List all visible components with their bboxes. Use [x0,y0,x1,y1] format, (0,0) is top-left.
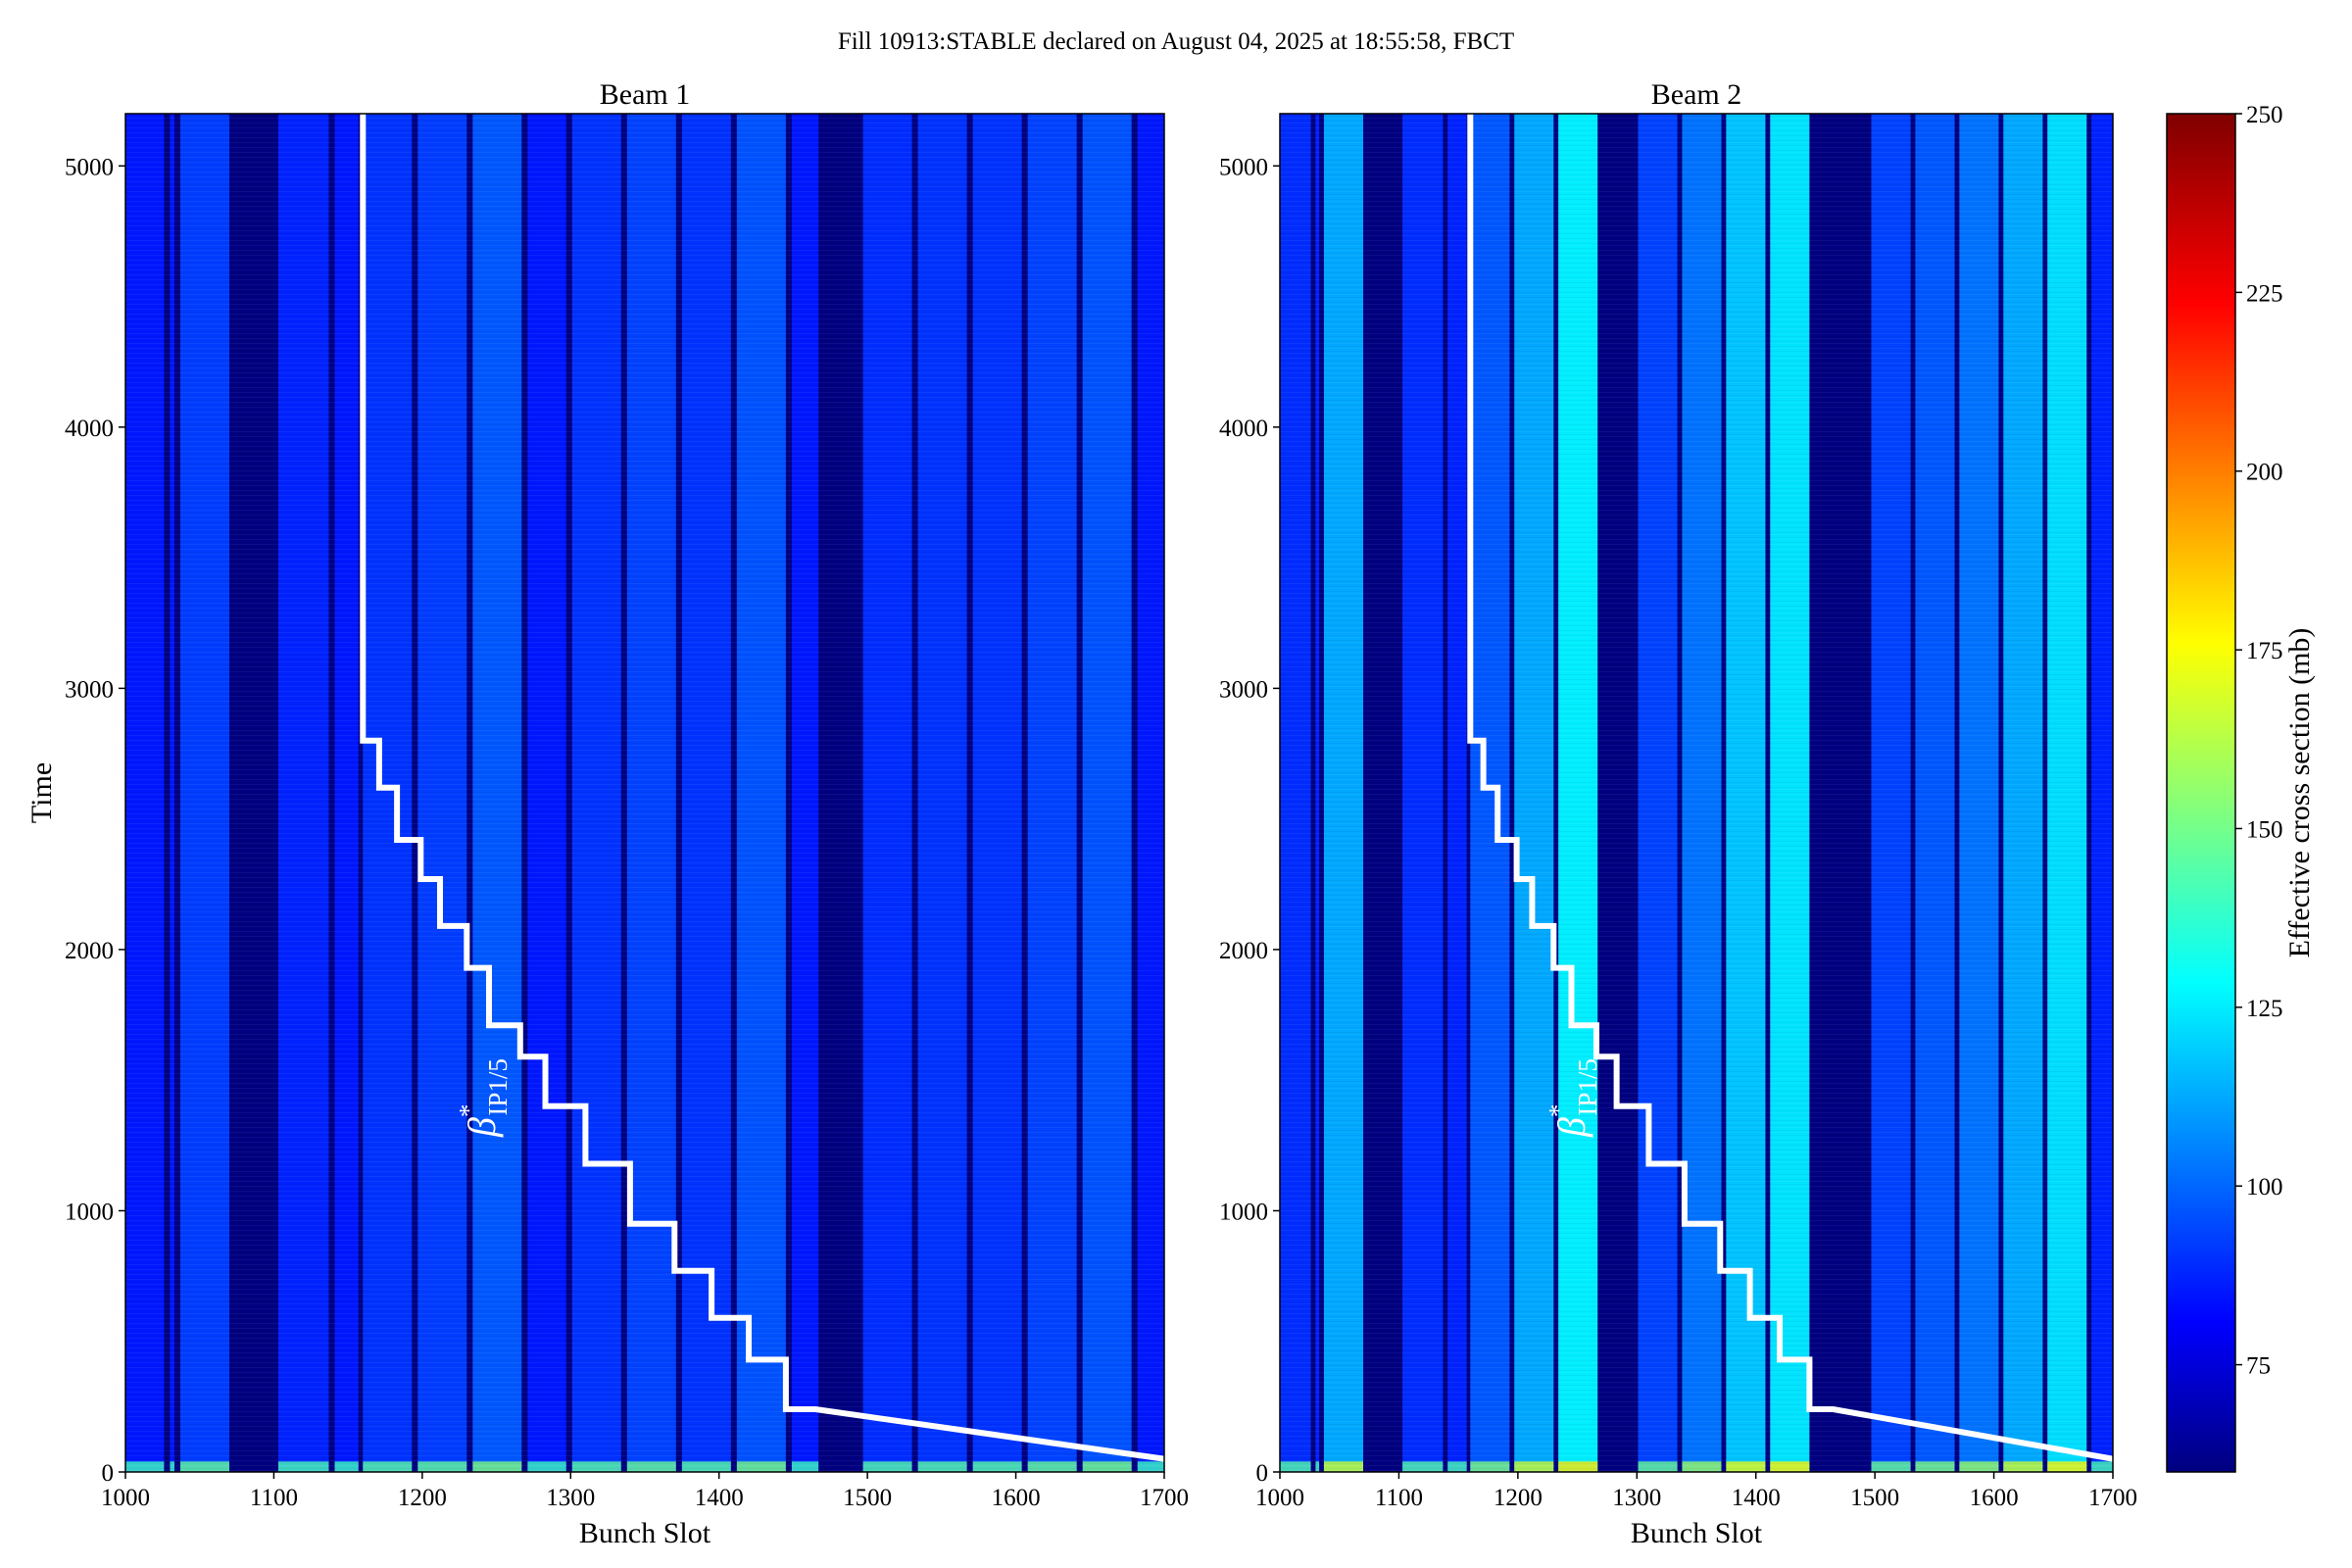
beam-1-ytick-label: 5000 [65,154,114,180]
beam-2-xtick-label: 1000 [1255,1485,1304,1511]
beam-1-title: Beam 1 [600,78,690,111]
beam-1-xtick-label: 1200 [398,1485,447,1511]
beam-1-ytick-label: 3000 [65,676,114,703]
beam-1-texture [125,114,1164,1472]
colorbar-tick-label: 175 [2246,638,2283,664]
beam-2-xtick-label: 1600 [1970,1485,2019,1511]
beam-1-xtick-label: 1400 [695,1485,744,1511]
beam-2-ytick-label: 3000 [1219,676,1268,703]
colorbar: 75 100 125 150 175 200 225 250 Effective cross … [2166,102,2316,1473]
beam-2-ytick-label: 5000 [1219,154,1268,180]
beam-1-panel: Beam 1 1000 1100 1200 1300 1400 1500 1600 1700 0… [25,78,1189,1549]
beam-2-xtick-label: 1500 [1850,1485,1899,1511]
colorbar-tick-label: 100 [2246,1174,2283,1200]
beam-1-ytick-label: 4000 [65,416,114,442]
beam-2-beta-star-line [1467,114,2113,1462]
beam-2-panel: Beam 2 1000 1100 1200 1300 1400 1500 1600 1700 0… [1219,78,2137,1549]
beam-2-xlabel: Bunch Slot [1631,1517,1763,1549]
beam-2-heatmap [1280,114,2113,1472]
beam-1-ylabel: Time [25,762,58,823]
beam-1-ytick-label: 1000 [65,1199,114,1225]
beam-1-xlabel: Bunch Slot [579,1517,711,1549]
beta-symbol: β [460,1117,504,1138]
beam-1-plot-frame [124,113,1165,1473]
beta-superscript: * [454,1104,483,1118]
colorbar-tick-label: 125 [2246,996,2283,1022]
beam-1-heatmap [125,114,1164,1472]
beam-1-xtick-label: 1600 [992,1485,1041,1511]
beam-1-xtick-label: 1000 [101,1485,150,1511]
beam-2-ytick-label: 0 [1256,1460,1269,1487]
beam-1-xtick-label: 1100 [250,1485,298,1511]
beta-subscript: IP1/5 [1573,1058,1602,1116]
beam-2-ytick-label: 2000 [1219,938,1268,964]
beam-1-ytick-label: 2000 [65,938,114,964]
beam-1-xtick-label: 1700 [1140,1485,1189,1511]
beam-1-xtick-label: 1500 [843,1485,892,1511]
beam-2-xtick-label: 1700 [2088,1485,2137,1511]
beam-2-axis-ticks: 1000 1100 1200 1300 1400 1500 1600 170001000200… [1219,154,2137,1511]
colorbar-label: Effective cross section (mb) [2283,628,2316,958]
beam-2-xtick-label: 1200 [1494,1485,1543,1511]
beam-2-xtick-label: 1400 [1732,1485,1781,1511]
beta-subscript: IP1/5 [483,1058,513,1116]
colorbar-tick-label: 75 [2246,1353,2271,1380]
beam-2-xtick-label: 1300 [1612,1485,1661,1511]
beam-2-xtick-label: 1100 [1375,1485,1423,1511]
colorbar-tick-label: 250 [2246,102,2283,128]
beam-1-xtick-label: 1300 [546,1485,595,1511]
figure-suptitle: Fill 10913:STABLE declared on August 04,… [838,28,1514,55]
colorbar-tick-label: 150 [2246,816,2283,843]
beam-2-ytick-label: 4000 [1219,416,1268,442]
colorbar-ticks: 75 100 125 150 175 200 225 250 [2235,102,2283,1380]
beam-2-title: Beam 2 [1651,78,1741,111]
beam-1-beta-star-label: β*IP1/5 [454,1058,513,1138]
colorbar-gradient [2166,113,2236,1473]
beam-1-ytick-label: 0 [102,1460,115,1487]
beam-2-texture [1280,114,2113,1472]
beam-1-axis-ticks: 1000 1100 1200 1300 1400 1500 1600 170001000200… [65,154,1189,1511]
beam-1-beta-star-line [360,114,1164,1462]
colorbar-tick-label: 200 [2246,460,2283,486]
beam-2-beta-star-label: β*IP1/5 [1544,1058,1602,1138]
beam-2-ytick-label: 1000 [1219,1199,1268,1225]
beam-2-plot-frame [1279,113,2114,1473]
beta-superscript: * [1544,1104,1573,1118]
colorbar-tick-label: 225 [2246,280,2283,307]
beta-symbol: β [1549,1117,1593,1138]
